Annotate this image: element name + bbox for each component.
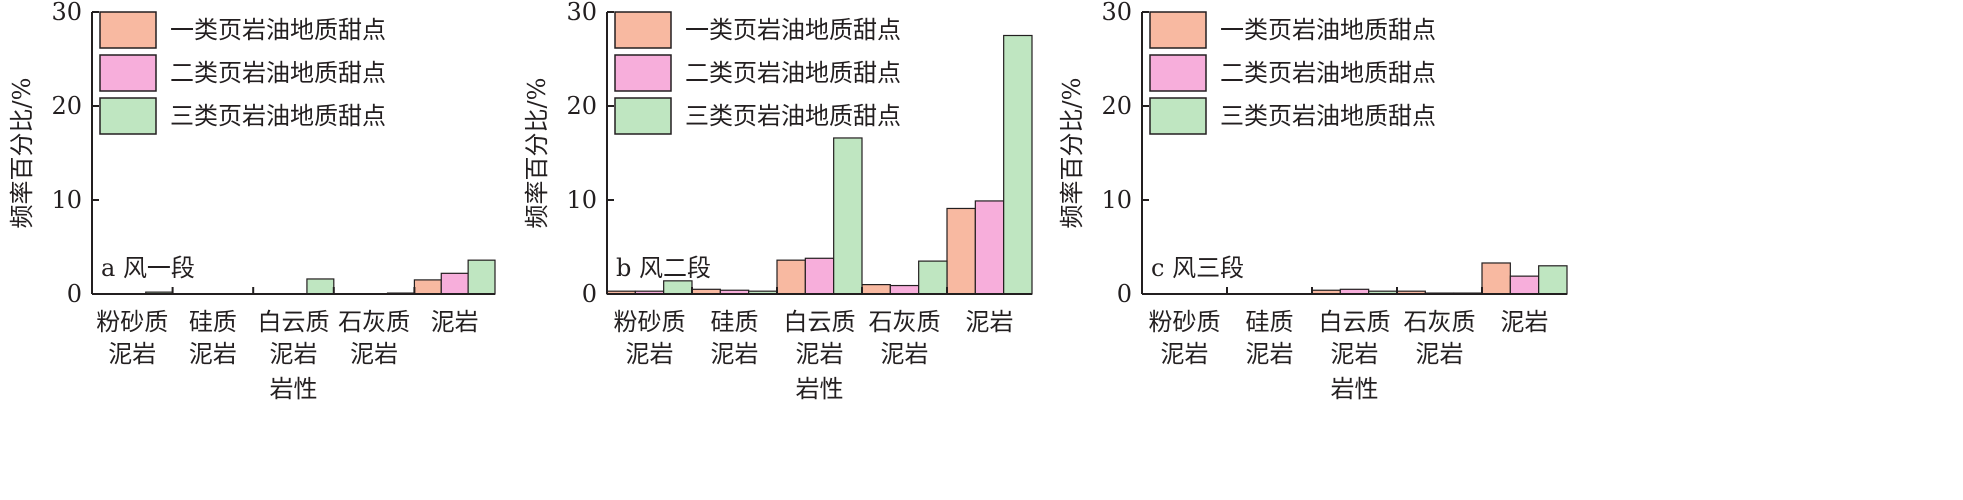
y-tick-label: 20	[1101, 92, 1132, 120]
y-axis-title: 频率百分比/%	[1058, 78, 1086, 229]
bar-2-5	[1509, 275, 1540, 295]
x-tick-label: 石灰质	[338, 308, 410, 336]
x-tick-label: 泥岩	[189, 340, 237, 368]
bar-3-1	[663, 280, 693, 295]
x-axis-title: 岩性	[270, 375, 318, 403]
x-tick-label: 泥岩	[881, 340, 929, 368]
x-tick-label: 白云质	[784, 308, 856, 336]
bar-3-3	[833, 137, 863, 295]
x-tick-label: 泥岩	[108, 340, 156, 368]
x-tick-label: 粉砂质	[96, 308, 168, 336]
bar-1-5	[946, 207, 976, 295]
x-tick-label: 石灰质	[1404, 308, 1476, 336]
y-axis-title: 频率百分比/%	[8, 78, 36, 229]
y-tick-label: 30	[566, 0, 597, 26]
x-axis-title: 岩性	[796, 375, 844, 403]
x-tick-label: 白云质	[1319, 308, 1391, 336]
legend-swatch-3	[99, 97, 157, 135]
legend-swatch-1	[1149, 11, 1207, 49]
bar-3-5	[467, 259, 496, 295]
x-tick-label: 泥岩	[1416, 340, 1464, 368]
bar-2-4	[889, 284, 920, 295]
legend-label-2: 二类页岩油地质甜点	[170, 59, 386, 87]
legend-swatch-3	[1149, 97, 1207, 135]
legend-label-3: 三类页岩油地质甜点	[1220, 102, 1436, 130]
x-tick-label: 粉砂质	[614, 308, 686, 336]
y-tick-label: 0	[67, 280, 82, 308]
x-tick-label: 石灰质	[869, 308, 941, 336]
bar-3-5	[1003, 34, 1033, 295]
bar-1-5	[413, 279, 442, 295]
y-tick-label: 20	[51, 92, 82, 120]
x-tick-label: 泥岩	[1246, 340, 1294, 368]
x-tick-label: 硅质	[711, 308, 759, 336]
y-tick-label: 10	[51, 186, 82, 214]
y-tick-label: 30	[51, 0, 82, 26]
x-tick-label: 硅质	[189, 308, 237, 336]
x-tick-label: 泥岩	[1501, 308, 1549, 336]
x-tick-label: 粉砂质	[1149, 308, 1221, 336]
bar-3-5	[1538, 265, 1568, 295]
bar-2-5	[974, 200, 1005, 295]
x-tick-label: 泥岩	[350, 340, 398, 368]
legend-label-3: 三类页岩油地质甜点	[685, 102, 901, 130]
legend-label-2: 二类页岩油地质甜点	[1220, 59, 1436, 87]
bar-2-5	[440, 272, 469, 295]
x-tick-label: 白云质	[258, 308, 330, 336]
legend-label-2: 二类页岩油地质甜点	[685, 59, 901, 87]
y-tick-label: 10	[1101, 186, 1132, 214]
legend-swatch-1	[614, 11, 672, 49]
y-tick-label: 0	[582, 280, 597, 308]
x-tick-label: 泥岩	[270, 340, 318, 368]
legend-label-3: 三类页岩油地质甜点	[170, 102, 386, 130]
y-axis-title: 频率百分比/%	[523, 78, 551, 229]
legend-swatch-2	[1149, 54, 1207, 92]
x-tick-label: 泥岩	[1331, 340, 1379, 368]
x-tick-label: 泥岩	[796, 340, 844, 368]
bar-1-5	[1481, 262, 1511, 295]
y-tick-label: 10	[566, 186, 597, 214]
bar-3-3	[306, 278, 335, 295]
y-tick-label: 20	[566, 92, 597, 120]
bar-1-4	[861, 284, 891, 295]
legend-label-1: 一类页岩油地质甜点	[685, 16, 901, 44]
x-tick-label: 硅质	[1246, 308, 1294, 336]
bar-3-4	[918, 260, 948, 295]
x-tick-label: 泥岩	[1161, 340, 1209, 368]
legend-label-1: 一类页岩油地质甜点	[1220, 16, 1436, 44]
x-tick-label: 泥岩	[431, 308, 479, 336]
panel-label: b 风二段	[616, 254, 711, 282]
x-tick-label: 泥岩	[966, 308, 1014, 336]
panel-label: a 风一段	[101, 254, 195, 282]
x-tick-label: 泥岩	[711, 340, 759, 368]
panel-label: c 风三段	[1151, 254, 1244, 282]
legend-swatch-2	[99, 54, 157, 92]
y-tick-label: 30	[1101, 0, 1132, 26]
bar-2-3	[804, 257, 835, 295]
y-tick-label: 0	[1117, 280, 1132, 308]
legend-label-1: 一类页岩油地质甜点	[170, 16, 386, 44]
legend-swatch-1	[99, 11, 157, 49]
x-axis-title: 岩性	[1331, 375, 1379, 403]
legend-swatch-2	[614, 54, 672, 92]
legend-swatch-3	[614, 97, 672, 135]
x-tick-label: 泥岩	[626, 340, 674, 368]
bar-1-3	[776, 259, 806, 295]
